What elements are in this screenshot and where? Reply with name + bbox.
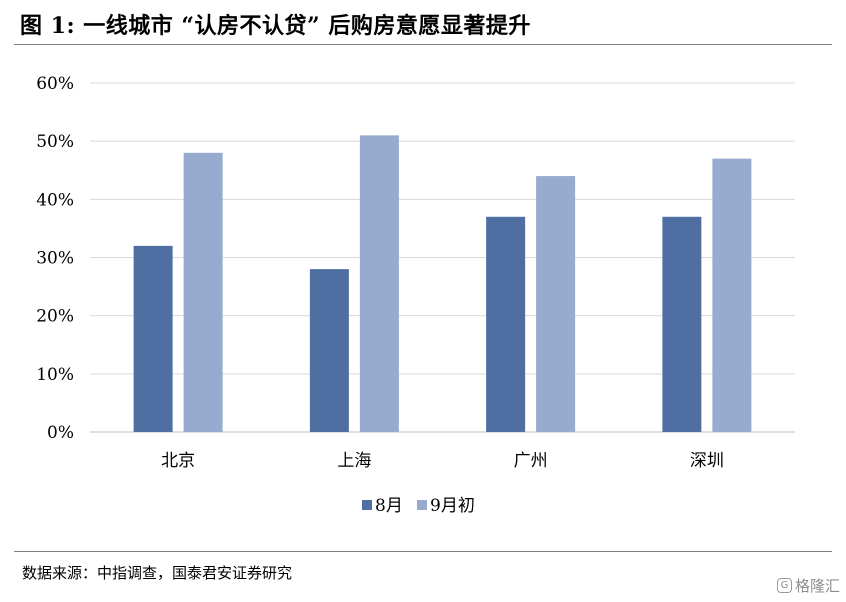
source-note: 数据来源：中指调查，国泰君安证券研究 [22, 564, 293, 582]
legend-swatch [362, 500, 372, 510]
legend-label: 9月初 [430, 496, 475, 516]
chart-title: 图 1: 一线城市 “认房不认贷” 后购房意愿显著提升 [20, 13, 531, 39]
footer-divider [14, 551, 832, 552]
x-tick-label: 广州 [514, 451, 548, 471]
bar-aug-0 [133, 245, 173, 432]
legend-swatch [417, 500, 427, 510]
gelonghui-logo-icon: G [776, 578, 792, 593]
bars [133, 135, 752, 433]
legend: 8月 9月初 [362, 496, 475, 516]
y-tick-label: 20% [36, 307, 74, 327]
bar-aug-1 [309, 269, 349, 432]
bar-sep-early-2 [536, 176, 576, 432]
bar-aug-3 [662, 216, 702, 432]
bar-sep-early-0 [183, 152, 223, 433]
bar-sep-early-3 [712, 158, 752, 432]
y-tick-label: 60% [36, 74, 74, 94]
y-tick-label: 40% [36, 190, 74, 210]
watermark-text: 格隆汇 [794, 577, 840, 595]
y-tick-label: 30% [36, 249, 74, 269]
bar-chart: 0% 10% 20% 30% 40% 50% 60% 北京 上海 广州 深圳 8月 9月初 [36, 74, 795, 516]
y-axis-tick-labels: 0% 10% 20% 30% 40% 50% 60% [36, 74, 74, 443]
bar-sep-early-1 [359, 135, 399, 432]
y-tick-label: 10% [36, 365, 74, 385]
legend-label: 8月 [375, 496, 403, 516]
x-tick-label: 深圳 [690, 451, 724, 471]
x-tick-label: 北京 [161, 451, 195, 471]
bar-aug-2 [486, 216, 526, 432]
y-tick-label: 0% [47, 423, 74, 443]
x-axis-tick-labels: 北京 上海 广州 深圳 [161, 451, 724, 471]
title-divider [14, 44, 832, 45]
x-tick-label: 上海 [337, 451, 371, 471]
y-tick-label: 50% [36, 132, 74, 152]
watermark: G 格隆汇 [776, 575, 840, 596]
